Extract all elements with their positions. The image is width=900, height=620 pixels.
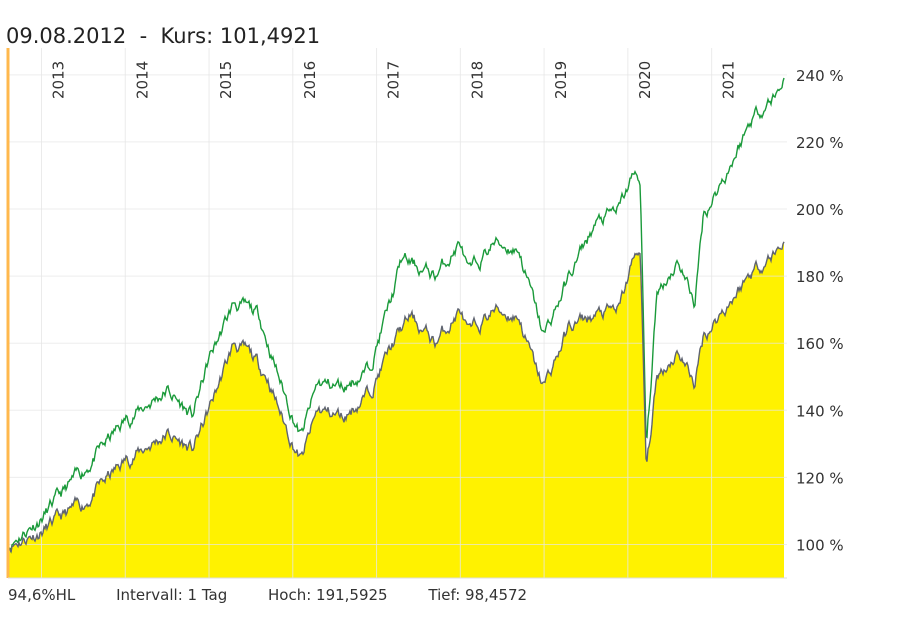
x-tick-label: 2016 <box>301 61 319 99</box>
x-tick-label: 2017 <box>385 61 403 99</box>
x-tick-label: 2019 <box>552 61 570 99</box>
y-tick-label: 200 % <box>796 201 844 219</box>
y-tick-label: 100 % <box>796 536 844 554</box>
chart-footer: 94,6%HL Intervall: 1 Tag Hoch: 191,5925 … <box>8 586 563 604</box>
x-tick-label: 2018 <box>468 61 486 99</box>
high-label: Hoch: 191,5925 <box>268 586 388 604</box>
scale-label: 94,6%HL <box>8 586 76 604</box>
low-label: Tief: 98,4572 <box>428 586 528 604</box>
x-tick-label: 2013 <box>50 61 68 99</box>
compare-line <box>7 77 785 554</box>
chart-title: 09.08.2012 - Kurs: 101,4921 <box>6 24 321 48</box>
y-tick-label: 140 % <box>796 402 844 420</box>
x-tick-label: 2015 <box>217 61 235 99</box>
y-tick-label: 220 % <box>796 134 844 152</box>
y-tick-label: 180 % <box>796 268 844 286</box>
y-tick-label: 120 % <box>796 469 844 487</box>
interval-label[interactable]: Intervall: 1 Tag <box>116 586 228 604</box>
x-tick-label: 2020 <box>636 61 654 99</box>
x-tick-label: 2021 <box>720 61 738 99</box>
price-line <box>7 241 785 553</box>
y-tick-label: 160 % <box>796 335 844 353</box>
x-tick-label: 2014 <box>133 61 151 99</box>
y-tick-label: 240 % <box>796 67 844 85</box>
